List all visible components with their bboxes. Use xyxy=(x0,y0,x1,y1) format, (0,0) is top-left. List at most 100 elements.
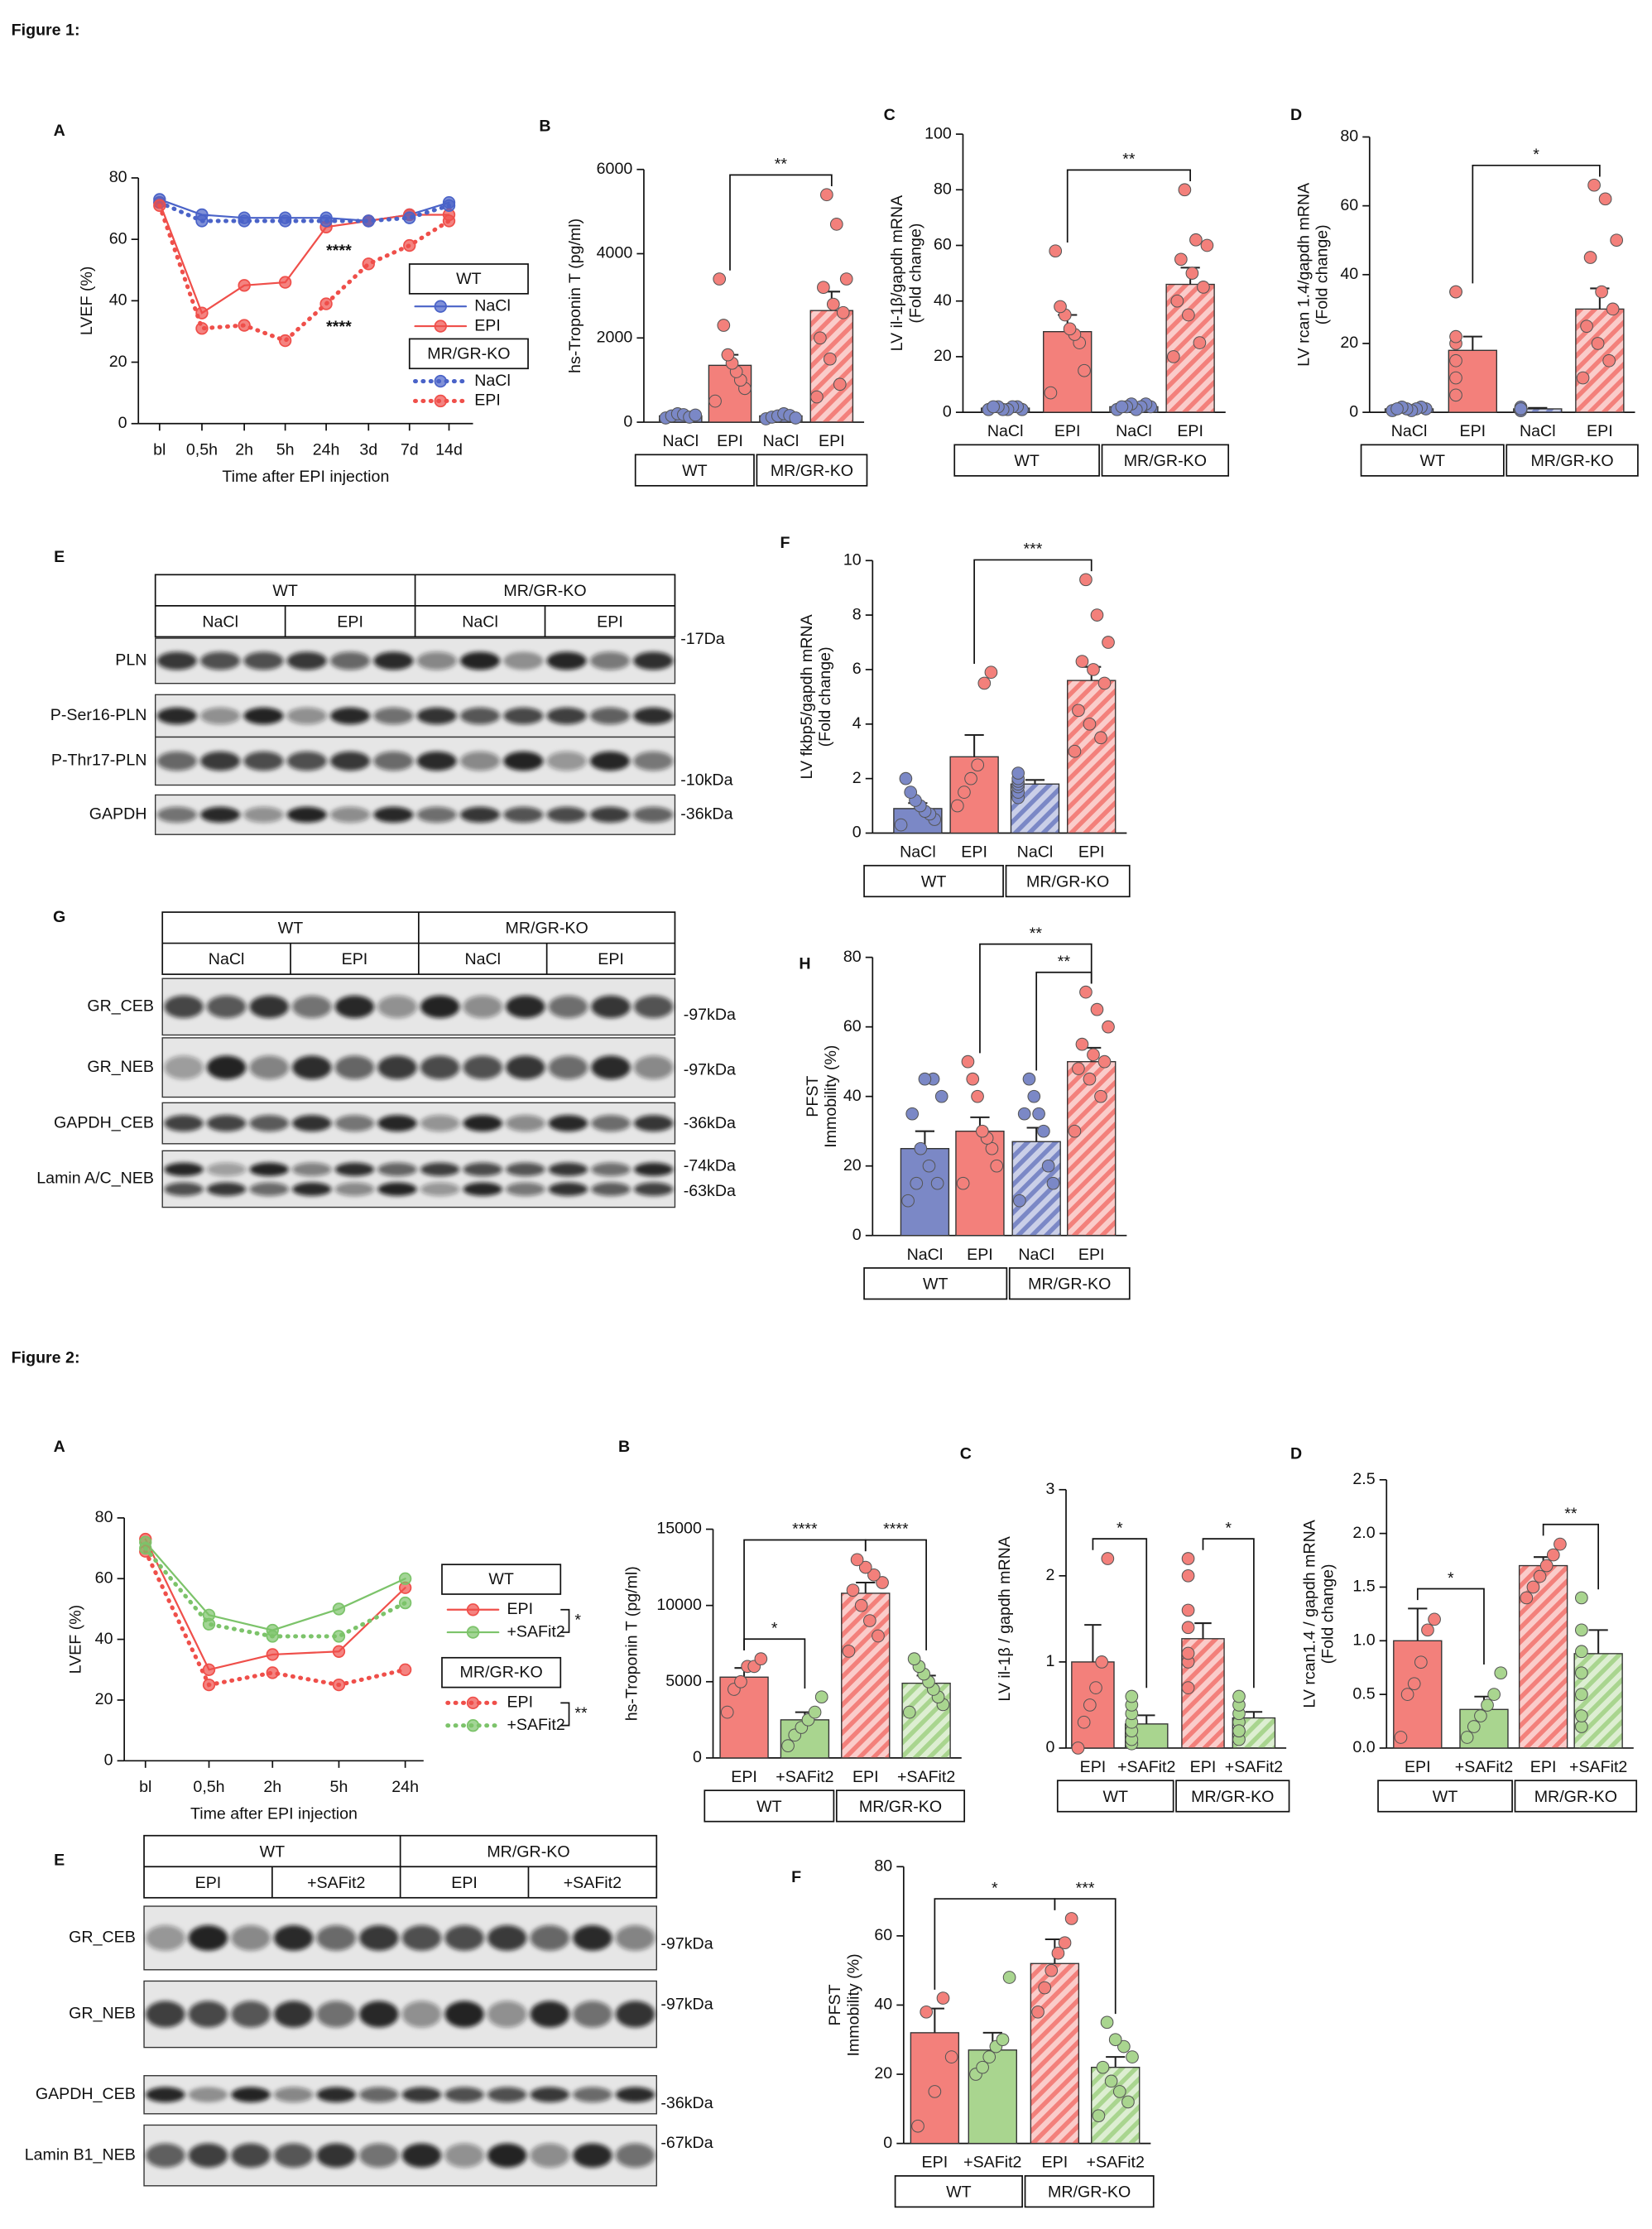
data-point xyxy=(332,1602,346,1616)
series-line xyxy=(157,200,452,223)
y-tick-label: 3 xyxy=(1045,1480,1054,1498)
data-point xyxy=(1115,400,1129,414)
panel-letter: A xyxy=(54,1438,65,1456)
blot-marker: -97kDa xyxy=(660,1996,713,2014)
blot-band xyxy=(146,2001,185,2028)
data-point xyxy=(708,394,722,408)
data-point xyxy=(1002,1971,1016,1984)
blot-band xyxy=(420,995,460,1018)
x-tick-label: 7d xyxy=(401,440,419,459)
blot-marker: -67kDa xyxy=(660,2134,713,2152)
data-point xyxy=(1101,1552,1115,1565)
x-tick-label: +SAFit2 xyxy=(1117,1758,1175,1776)
blot-strip xyxy=(143,2075,657,2115)
data-point xyxy=(1094,731,1107,745)
y-axis-label: Immobility (%) xyxy=(844,1953,862,2056)
blot-band xyxy=(444,2143,484,2168)
x-tick-label: +SAFit2 xyxy=(1087,2154,1145,2172)
data-point xyxy=(1520,1591,1534,1605)
panel-letter: A xyxy=(54,122,65,140)
group-box xyxy=(894,2175,1023,2208)
group-label: MR/GR-KO xyxy=(1530,452,1613,470)
y-axis-label: LV il-1β/gapdh mRNA xyxy=(888,195,906,351)
data-point xyxy=(990,1159,1004,1173)
data-point xyxy=(278,334,292,348)
blot-band xyxy=(591,1055,631,1080)
blot-row-label: GAPDH_CEB xyxy=(54,1113,154,1131)
panel-letter: E xyxy=(54,548,65,566)
blot-band xyxy=(286,651,327,670)
blot-row-label: P-Thr17-PLN xyxy=(51,752,147,770)
y-tick-label: 0 xyxy=(852,1226,862,1244)
blot-band xyxy=(548,1162,588,1177)
data-point xyxy=(1077,1715,1091,1729)
data-point xyxy=(1126,2050,1139,2063)
legend-marker xyxy=(434,319,447,333)
group-box xyxy=(1377,1780,1513,1813)
data-point xyxy=(1096,2060,1110,2074)
group-box xyxy=(1506,444,1639,477)
legend-significance: ** xyxy=(574,1704,588,1722)
legend-marker xyxy=(434,300,447,313)
group-label: WT xyxy=(923,1275,948,1294)
data-point xyxy=(1575,1709,1588,1722)
data-point xyxy=(1181,1646,1195,1660)
blot-band xyxy=(444,2001,484,2028)
x-tick-label: EPI xyxy=(1190,1758,1217,1776)
data-point xyxy=(1011,766,1025,780)
blot-band xyxy=(156,751,197,771)
data-point xyxy=(1102,1020,1115,1034)
blot-band xyxy=(249,1182,289,1196)
y-tick-label: 60 xyxy=(109,229,127,247)
blot-band xyxy=(548,1115,588,1131)
data-point xyxy=(950,799,964,813)
blot-band xyxy=(373,751,414,771)
blot-band xyxy=(459,751,501,771)
legend-group: MR/GR-KO xyxy=(427,344,510,363)
blot-band xyxy=(156,707,197,725)
blot-band xyxy=(420,1162,460,1177)
blot-condition: EPI xyxy=(597,613,623,632)
blot-band xyxy=(487,2087,527,2102)
x-tick-label: 0,5h xyxy=(193,1778,224,1796)
x-tick-label: NaCl xyxy=(763,432,800,450)
y-axis-label: (Fold change) xyxy=(816,646,834,747)
x-tick-label: 2h xyxy=(263,1778,281,1796)
panel-letter: D xyxy=(1290,1444,1302,1463)
blot-band xyxy=(334,1162,375,1177)
data-point xyxy=(153,199,166,213)
significance-bracket xyxy=(1416,1588,1485,1665)
data-point xyxy=(1189,233,1203,247)
legend-marker xyxy=(434,394,447,408)
data-point xyxy=(1104,2074,1118,2088)
blot-band xyxy=(377,1055,417,1080)
y-tick-label: 20 xyxy=(1340,334,1358,352)
blot-band xyxy=(243,806,284,823)
y-tick-label: 40 xyxy=(843,1087,862,1105)
data-point xyxy=(858,1560,872,1574)
y-tick-label: 6 xyxy=(852,660,862,678)
significance-label: * xyxy=(1117,1519,1123,1537)
blot-band xyxy=(330,751,371,771)
panel-letter: F xyxy=(791,1868,801,1886)
y-axis-label: LV il-1β / gapdh mRNA xyxy=(996,1535,1014,1701)
blot-band xyxy=(591,1182,631,1196)
blot-band xyxy=(164,1162,204,1177)
blot-band xyxy=(273,2143,314,2168)
blot-row-label: GAPDH_CEB xyxy=(36,2085,136,2103)
blot-band xyxy=(530,2001,570,2028)
significance-label: * xyxy=(1533,146,1539,164)
data-point xyxy=(914,1141,928,1155)
data-point xyxy=(867,1568,881,1582)
blot-band xyxy=(459,707,501,725)
group-label: WT xyxy=(682,462,708,480)
blot-band xyxy=(377,995,417,1018)
data-point xyxy=(902,1705,916,1719)
data-point xyxy=(1181,1621,1195,1635)
blot-marker: -74kDa xyxy=(684,1156,736,1175)
x-tick-label: NaCl xyxy=(900,843,936,862)
blot-group: WT xyxy=(278,920,304,938)
blot-band xyxy=(164,995,204,1018)
significance-bracket xyxy=(1066,169,1191,243)
data-point xyxy=(976,2060,989,2074)
